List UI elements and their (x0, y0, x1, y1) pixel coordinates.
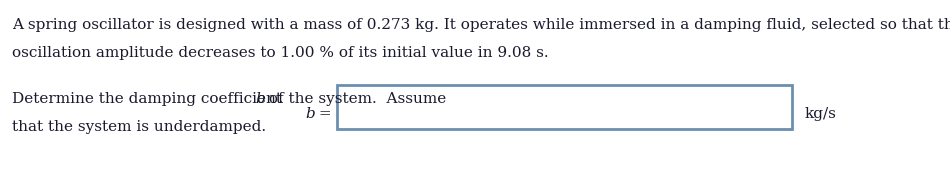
Text: of the system.  Assume: of the system. Assume (264, 92, 446, 106)
Text: A spring oscillator is designed with a mass of 0.273 kg. It operates while immer: A spring oscillator is designed with a m… (12, 18, 950, 32)
Text: oscillation amplitude decreases to 1.00 % of its initial value in 9.08 s.: oscillation amplitude decreases to 1.00 … (12, 46, 549, 60)
Text: b: b (305, 107, 314, 121)
Text: Determine the damping coefficient: Determine the damping coefficient (12, 92, 287, 106)
Text: =: = (314, 107, 332, 121)
FancyBboxPatch shape (337, 85, 792, 129)
Text: kg/s: kg/s (805, 107, 837, 121)
Text: b: b (256, 92, 265, 106)
Text: that the system is underdamped.: that the system is underdamped. (12, 120, 266, 134)
